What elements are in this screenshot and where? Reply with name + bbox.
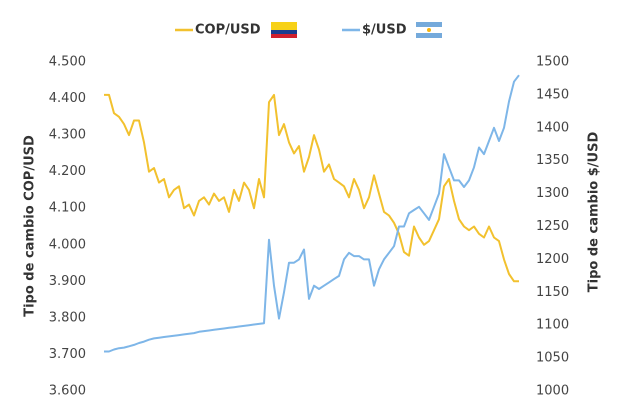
y2-tick-label: 1500	[536, 55, 569, 70]
y-tick-label: 4.300	[49, 128, 86, 143]
y2-tick-label: 1350	[536, 153, 569, 168]
y-tick-label: 3.800	[49, 310, 86, 325]
y-tick-label: 4.400	[49, 91, 86, 106]
y2-tick-label: 1400	[536, 120, 569, 135]
y2-axis-title: Tipo de cambio $/USD	[587, 132, 602, 293]
flag-argentina	[416, 22, 442, 38]
y-tick-label: 4.500	[49, 55, 86, 70]
flag-colombia	[271, 22, 297, 38]
y2-tick-label: 1250	[536, 219, 569, 234]
y2-tick-label: 1200	[536, 252, 569, 267]
y-tick-label: 4.000	[49, 237, 86, 252]
series-line	[104, 74, 520, 353]
y-tick-label: 3.700	[49, 347, 86, 362]
y2-tick-label: 1150	[536, 285, 569, 300]
series-line	[104, 93, 519, 283]
y2-tick-label: 1100	[536, 318, 569, 333]
y2-tick-label: 1000	[536, 384, 569, 399]
y-tick-label: 3.600	[49, 384, 86, 399]
y-tick-label: 3.900	[49, 274, 86, 289]
legend-label: $/USD	[362, 23, 407, 38]
y-tick-label: 4.200	[49, 164, 86, 179]
y-axis-title: Tipo de cambio COP/USD	[23, 135, 38, 317]
legend-label: COP/USD	[195, 23, 261, 38]
y2-tick-label: 1450	[536, 87, 569, 102]
y-tick-label: 4.100	[49, 201, 86, 216]
y2-tick-label: 1050	[536, 351, 569, 366]
y2-tick-label: 1300	[536, 186, 569, 201]
